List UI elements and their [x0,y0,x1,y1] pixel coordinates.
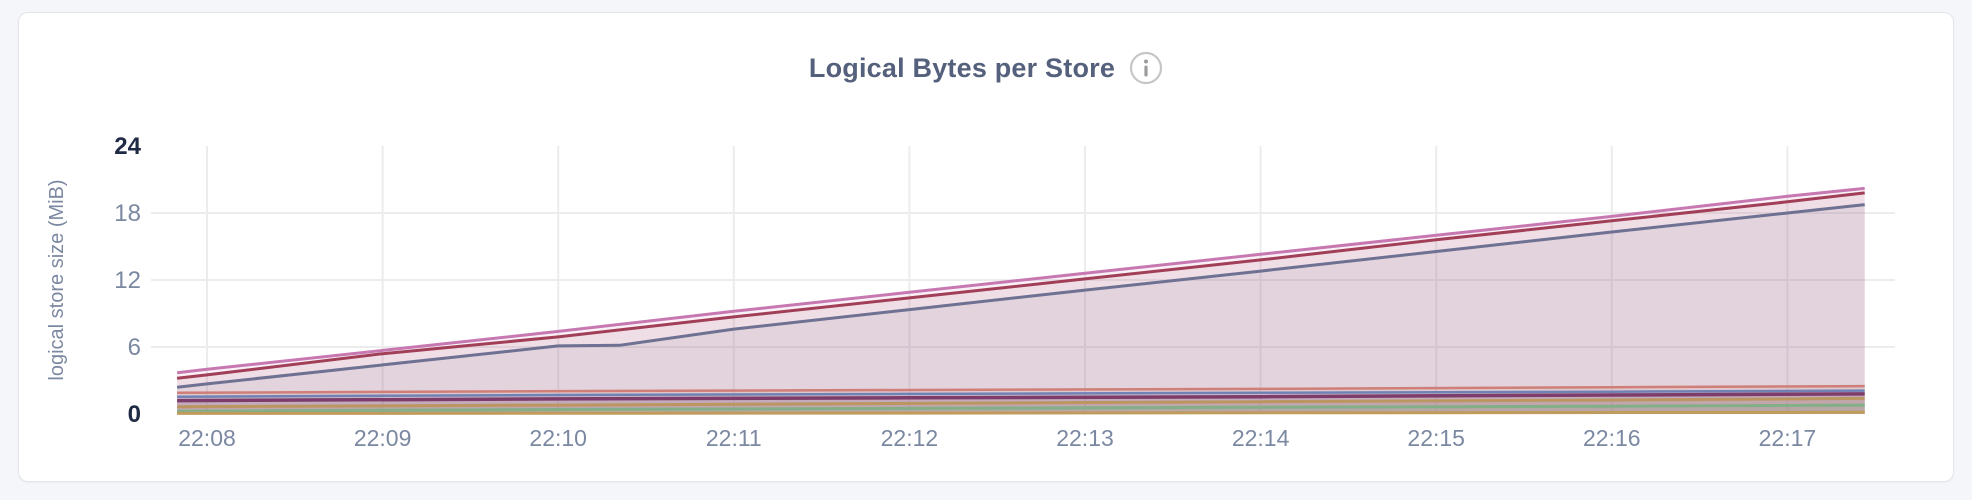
info-icon-svg [1129,51,1163,85]
series-1-orchid-line [176,186,1865,375]
x-tick-label: 22:11 [706,425,762,451]
series-1-orchid-area [177,188,1865,414]
x-tick-label: 22:08 [178,425,236,451]
series-2-crimson-line [176,191,1865,380]
series-7-tan-line [177,396,1865,409]
series-2-crimson-area [177,192,1865,414]
series-9-gold-line [177,410,1865,415]
x-tick-label: 22:10 [529,425,587,451]
info-icon[interactable] [1129,51,1163,85]
series-3-slate-area [177,204,1865,414]
line-chart[interactable]: 0 6 12 18 24 22:08 22:09 22:10 22:11 22:12 22:13 22… [19,13,1953,481]
chart-header: Logical Bytes per Store [19,51,1953,85]
x-tick-label: 22:12 [881,425,939,451]
y-tick-label: 24 [114,133,141,160]
x-tick-label: 22:14 [1232,425,1290,451]
chart-card: Logical Bytes per Store 0 6 12 18 24 22:08 22:… [18,12,1954,482]
y-tick-label: 6 [128,334,141,361]
x-tick-label: 22:16 [1583,425,1641,451]
y-tick-label: 12 [114,267,141,294]
y-axis-label: logical store size (MiB) [46,179,68,380]
y-tick-label: 0 [128,401,141,428]
y-tick-label: 18 [114,200,141,227]
series-5-blue-line [177,389,1865,398]
x-tick-label: 22:17 [1759,425,1817,451]
x-tick-label: 22:09 [354,425,412,451]
series-8-green-line [177,403,1865,413]
chart-title: Logical Bytes per Store [808,52,1116,83]
series-6-plum-line [177,392,1865,403]
series-4-salmon-line [177,384,1865,395]
x-tick-label: 22:13 [1056,425,1114,451]
series-3-slate-line [176,203,1865,389]
x-tick-label: 22:15 [1407,425,1465,451]
